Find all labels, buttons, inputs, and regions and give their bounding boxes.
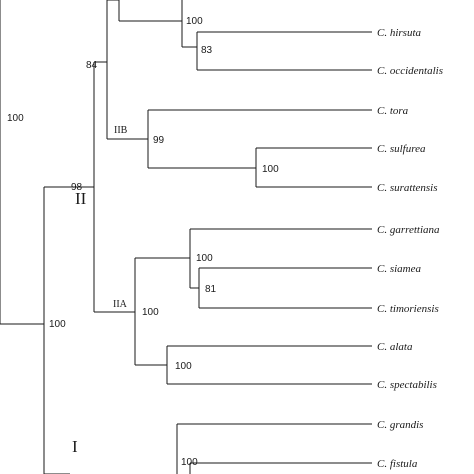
support-value: 99 xyxy=(153,135,165,146)
taxon-label: C. spectabilis xyxy=(377,379,437,391)
support-value: 84 xyxy=(86,60,98,71)
support-value: 81 xyxy=(205,284,217,295)
taxon-label: C. timoriensis xyxy=(377,303,439,315)
taxon-label: C. grandis xyxy=(377,419,423,431)
taxon-label: C. occidentalis xyxy=(377,65,443,77)
support-value: 100 xyxy=(175,361,192,372)
support-value: 100 xyxy=(7,113,24,124)
taxon-label: C. surattensis xyxy=(377,182,438,194)
taxon-label: C. sulfurea xyxy=(377,143,426,155)
taxon-label: C. fistula xyxy=(377,458,418,470)
support-value: 100 xyxy=(142,307,159,318)
support-value: 83 xyxy=(201,45,213,56)
taxon-label: C. garrettiana xyxy=(377,224,440,236)
support-value: 100 xyxy=(49,319,66,330)
clade-label: I xyxy=(72,437,78,456)
clade-label: II xyxy=(75,189,87,208)
support-value: 100 xyxy=(262,164,279,175)
support-value: 98 xyxy=(71,182,83,193)
taxon-label: C. alata xyxy=(377,341,413,353)
taxon-label: C. siamea xyxy=(377,263,422,275)
clade-label: IIA xyxy=(113,299,128,310)
support-value: 100 xyxy=(186,16,203,27)
taxon-label: C. tora xyxy=(377,105,409,117)
support-value: 100 xyxy=(196,253,213,264)
support-value: 100 xyxy=(181,457,198,468)
clade-label: IIB xyxy=(114,125,128,136)
taxon-label: C. hirsuta xyxy=(377,27,422,39)
